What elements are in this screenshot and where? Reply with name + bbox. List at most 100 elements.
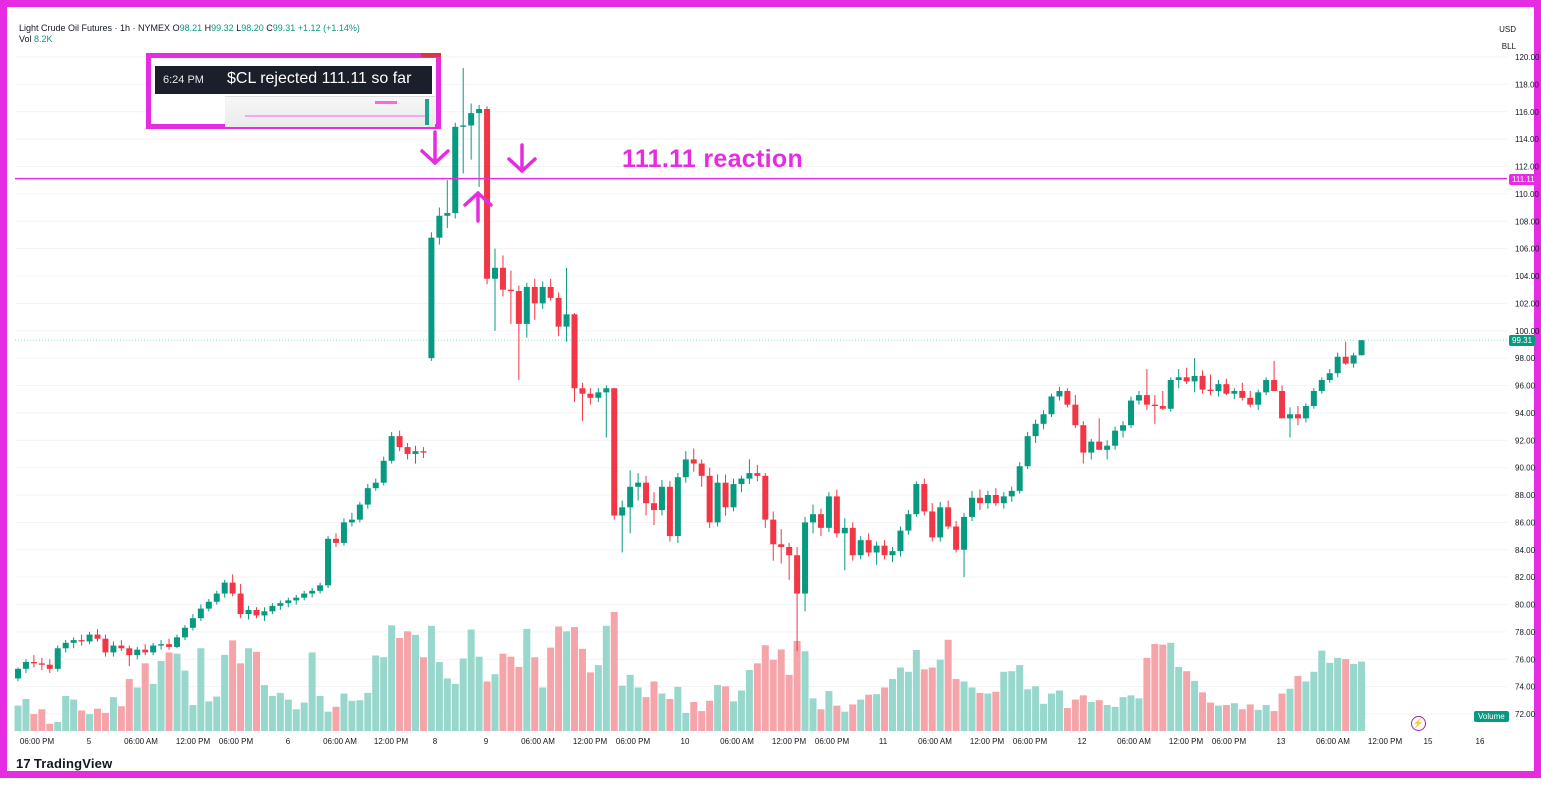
tradingview-mark-icon: 17 [16,756,31,771]
candle-body [1032,423,1039,437]
candle-body [579,388,586,394]
open-value: 98.21 [179,23,203,33]
candle-body [841,527,848,534]
x-tick-label: 12:00 PM [176,737,211,746]
candle-body [301,593,308,598]
volume-bar [149,683,157,731]
candle-body [325,538,332,586]
candle-body [1191,375,1198,382]
volume-bar [1238,709,1246,731]
x-tick-label: 16 [1476,737,1485,746]
candle-body [1080,425,1087,453]
volume-bar [1111,706,1119,731]
tweet-text: $CL rejected 111.11 so far [227,70,412,87]
volume-bar [777,649,785,731]
y-tick-label: 104.00 [1515,272,1540,281]
candle-body [189,618,196,628]
candle-body [897,530,904,552]
candle-body [15,668,21,679]
volume-bar [1183,671,1191,731]
volume-bar [1135,698,1143,731]
candle-body [778,544,785,548]
volume-bar [1175,666,1183,731]
candle-body [86,634,93,642]
volume-bar [968,687,976,731]
volume-bar [761,645,769,731]
currency-label[interactable]: USD [1499,25,1516,34]
close-label: C [266,23,273,33]
candle-body [1104,445,1111,450]
candle-body [984,495,991,504]
lightning-icon[interactable]: ⚡ [1411,716,1426,731]
volume-bar [316,695,324,731]
candle-body [1128,400,1134,426]
candle-body [1334,356,1341,374]
candle-body [213,593,220,602]
volume-bar [340,693,348,731]
volume-bar [205,701,213,731]
candle-body [356,504,363,520]
volume-bar [602,625,610,731]
x-tick-label: 06:00 AM [124,737,158,746]
candle-body [492,267,498,279]
thumbnail-axis [425,99,429,125]
volume-bar [547,647,555,731]
candle-body [1175,377,1182,381]
candle-body [1096,441,1103,450]
volume-bar [1024,689,1032,731]
volume-bar [197,648,205,731]
volume-bar [1008,671,1016,731]
candle-body [706,475,713,523]
candle-body [1207,389,1214,391]
candle-body [953,526,960,550]
y-tick-label: 86.00 [1515,518,1536,527]
tradingview-logo[interactable]: 17 TradingView [16,756,112,771]
candle-body [1223,384,1230,394]
volume-bar [1048,693,1055,731]
candle-body [134,649,141,656]
down-arrow-1-head [420,149,450,165]
volume-bar [571,627,578,731]
volume-bar [730,701,737,731]
x-tick-label: 06:00 AM [1117,737,1151,746]
volume-bar [992,691,1000,731]
volume-bar [1262,705,1270,731]
candle-body [1342,356,1349,364]
candle-body [499,267,506,290]
volume-bar [1103,705,1111,731]
candle-body [1247,397,1254,405]
candle-body [1231,390,1238,394]
x-tick-label: 06:00 AM [1316,737,1350,746]
volume-bar [1302,681,1310,731]
x-tick-label: 12:00 PM [970,737,1005,746]
x-tick-label: 12 [1078,737,1087,746]
volume-bar [1342,659,1350,731]
volume-bar [1350,663,1358,731]
volume-bar [881,687,889,731]
x-tick-label: 11 [879,737,888,746]
candle-body [54,648,61,669]
volume-bar [380,657,388,731]
volume-indicator-button[interactable]: Volume [1474,711,1509,722]
volume-bar [14,705,22,731]
candle-body [205,601,212,609]
price-chart[interactable]: 72.00 74.00 76.00 78.00 80.00 82.00 84.00 86.00… [7,7,1541,785]
volume-bar [427,625,435,731]
volume-bar [618,685,626,731]
x-tick-label: 13 [1277,737,1286,746]
candle-body [635,482,642,487]
volume-bar [555,626,563,731]
volume-bar [173,653,181,731]
candle-body [722,482,729,508]
volume-bar [833,705,841,731]
candle-body [1199,375,1206,390]
x-tick-label: 10 [681,737,690,746]
candle-body [221,582,228,594]
candle-body [531,286,538,304]
volume-bar [372,655,380,731]
tweet-corner-tab [421,53,441,57]
candle-body [1008,490,1015,497]
volume-bar [539,687,547,731]
volume-bar [133,687,141,731]
volume-bar [237,663,245,731]
